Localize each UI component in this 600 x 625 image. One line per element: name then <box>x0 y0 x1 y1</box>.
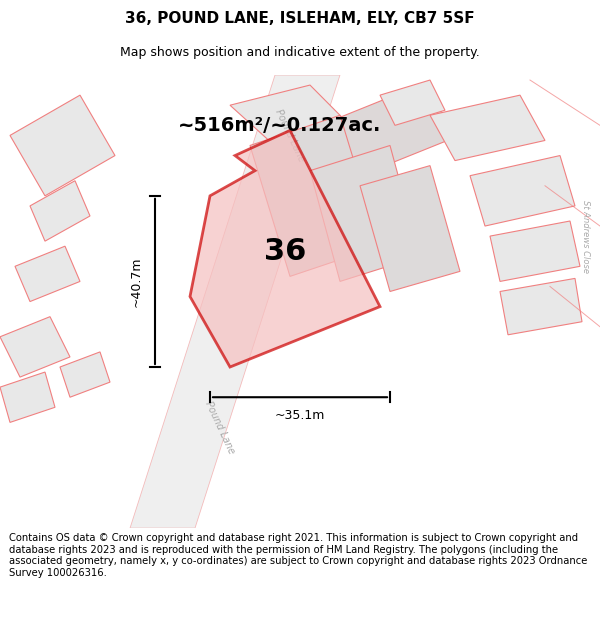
Polygon shape <box>130 75 340 528</box>
Text: St Andrews Close: St Andrews Close <box>581 199 590 272</box>
Polygon shape <box>310 146 420 281</box>
Polygon shape <box>430 95 545 161</box>
Polygon shape <box>10 95 115 196</box>
Polygon shape <box>30 181 90 241</box>
Polygon shape <box>190 131 380 367</box>
Text: ~516m²/~0.127ac.: ~516m²/~0.127ac. <box>178 116 382 136</box>
Polygon shape <box>360 166 460 291</box>
Text: ~40.7m: ~40.7m <box>130 256 143 307</box>
Text: Map shows position and indicative extent of the property.: Map shows position and indicative extent… <box>120 46 480 59</box>
Polygon shape <box>500 278 582 335</box>
Polygon shape <box>230 85 360 151</box>
Polygon shape <box>380 80 445 126</box>
Text: 36: 36 <box>264 237 306 266</box>
Text: ~35.1m: ~35.1m <box>275 409 325 422</box>
Polygon shape <box>320 85 460 176</box>
Polygon shape <box>15 246 80 301</box>
Text: 36, POUND LANE, ISLEHAM, ELY, CB7 5SF: 36, POUND LANE, ISLEHAM, ELY, CB7 5SF <box>125 11 475 26</box>
Polygon shape <box>0 372 55 423</box>
Polygon shape <box>0 317 70 377</box>
Polygon shape <box>470 156 575 226</box>
Text: Contains OS data © Crown copyright and database right 2021. This information is : Contains OS data © Crown copyright and d… <box>9 533 587 578</box>
Polygon shape <box>60 352 110 398</box>
Text: Pound Lane: Pound Lane <box>274 107 307 163</box>
Polygon shape <box>490 221 580 281</box>
Polygon shape <box>250 115 380 276</box>
Text: Pound Lane: Pound Lane <box>203 399 236 456</box>
